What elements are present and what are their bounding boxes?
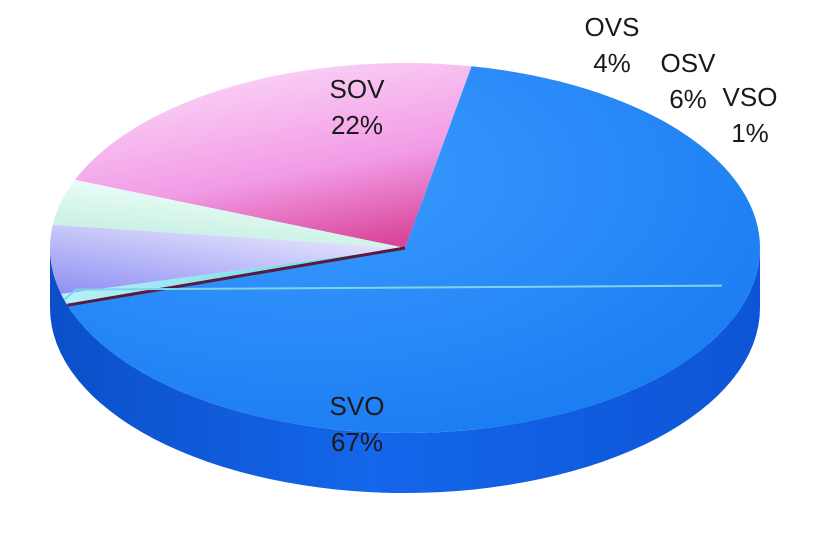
slice-label-svo: SVO — [330, 391, 385, 421]
pie-slice-sov — [74, 62, 472, 248]
pie-slice-osv — [50, 224, 405, 295]
pie-top-layer — [50, 62, 760, 434]
pie-slice-svo — [67, 66, 760, 434]
slice-label-vso: VSO — [723, 82, 778, 112]
leader-lines — [63, 284, 723, 301]
slice-labels: SVO 67% SOV 22% OVS 4% OSV 6% VSO 1% — [330, 12, 778, 457]
slice-label-sov: SOV — [330, 74, 386, 104]
slice-label-osv: OSV — [661, 48, 717, 78]
slice-value-svo: 67% — [331, 427, 383, 457]
pie-side-svo — [50, 248, 760, 493]
slice-label-ovs: OVS — [585, 12, 640, 42]
slice-value-sov: 22% — [331, 110, 383, 140]
slice-value-vso: 1% — [731, 118, 769, 148]
slice-value-osv: 6% — [669, 84, 707, 114]
leader-line-vso — [63, 284, 723, 301]
pie-slice-ovs — [52, 179, 405, 248]
slice-divider — [67, 246, 406, 307]
slice-value-ovs: 4% — [593, 48, 631, 78]
pie-side-layer — [50, 248, 760, 493]
